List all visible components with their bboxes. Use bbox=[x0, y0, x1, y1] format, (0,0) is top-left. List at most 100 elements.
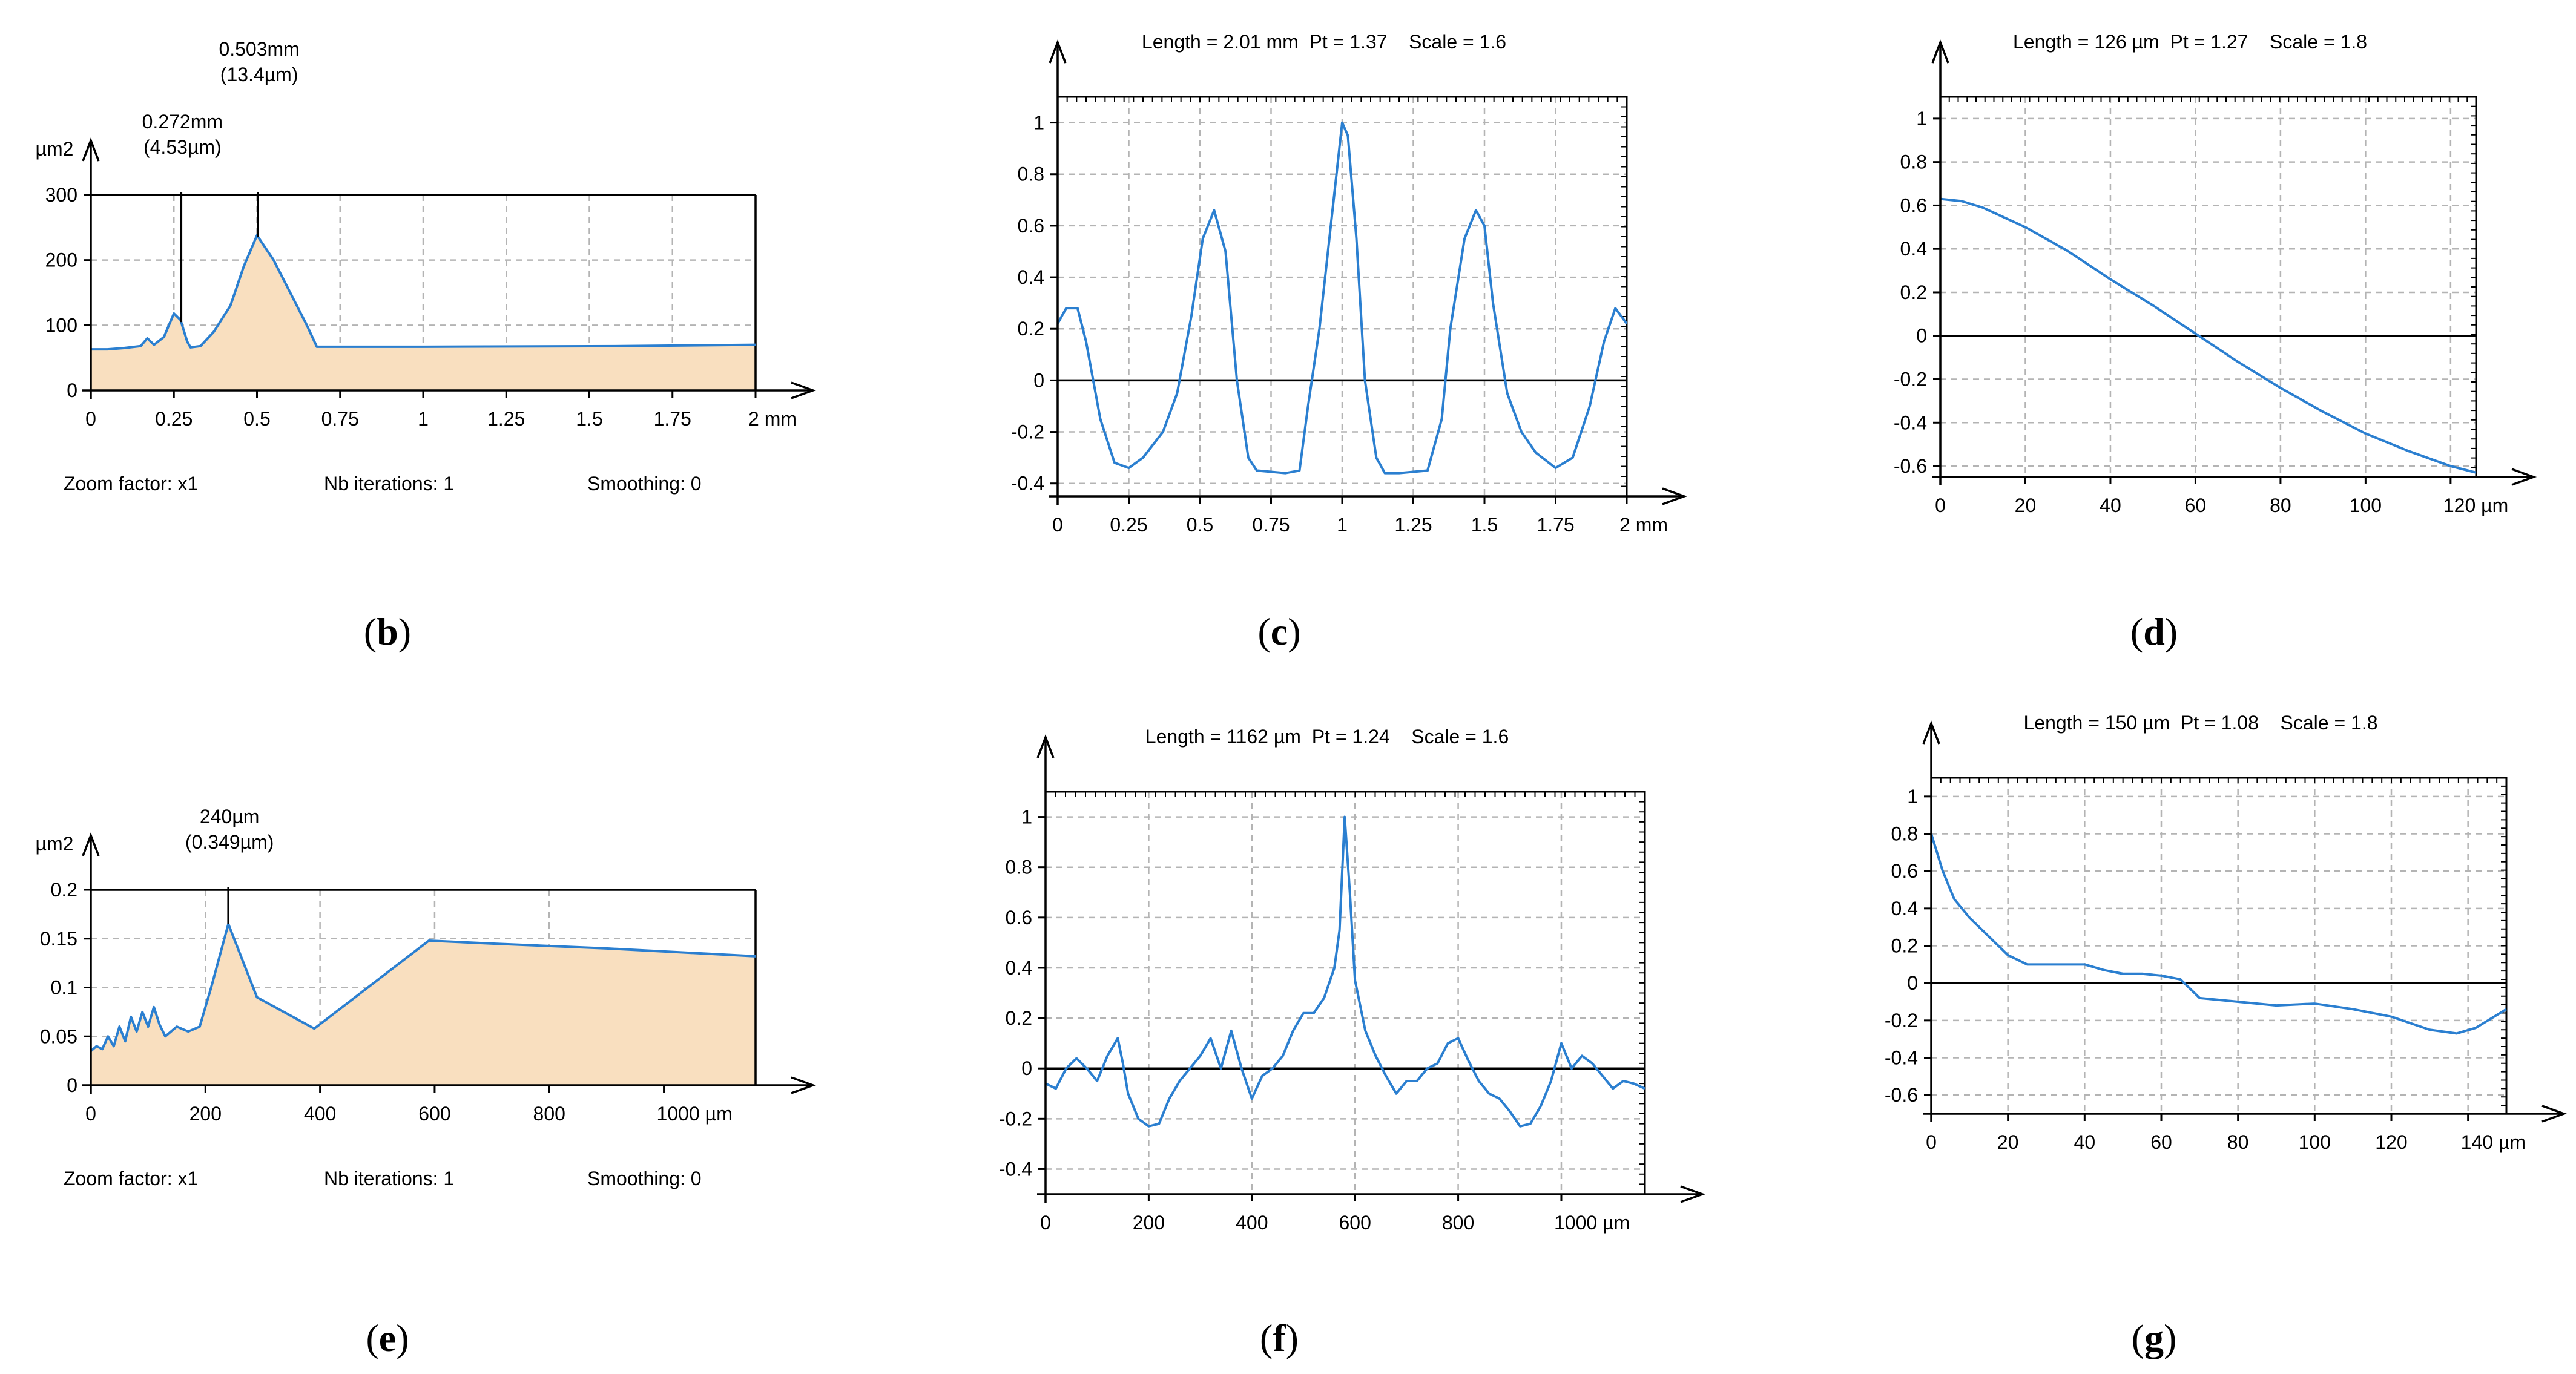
y-axis-arrow bbox=[82, 832, 100, 856]
marker-depth-label: (13.4µm) bbox=[220, 64, 298, 85]
x-tick-label: 1000 µm bbox=[657, 1103, 733, 1125]
y-tick-label: 0 bbox=[1907, 972, 1918, 994]
y-tick-label: 0.8 bbox=[1006, 856, 1032, 878]
y-axis-arrow bbox=[1049, 39, 1067, 64]
y-tick-label: 1 bbox=[1916, 108, 1927, 130]
y-tick-label: 0.8 bbox=[1018, 163, 1044, 185]
y-tick-label: 1 bbox=[1021, 806, 1032, 828]
y-tick-label: 0 bbox=[1033, 369, 1044, 391]
x-tick-label: 0 bbox=[1052, 514, 1063, 536]
footer-iterations: Nb iterations: 1 bbox=[324, 1168, 454, 1189]
x-tick-label: 0 bbox=[85, 1103, 96, 1125]
x-tick-label: 1000 µm bbox=[1554, 1212, 1630, 1234]
y-tick-label: 1 bbox=[1033, 112, 1044, 134]
panel-label: (d) bbox=[2130, 610, 2178, 653]
y-tick-label: 0.05 bbox=[40, 1025, 77, 1047]
chart-header: Length = 2.01 mm Pt = 1.37 Scale = 1.6 bbox=[1142, 31, 1506, 53]
x-tick-label: 80 bbox=[2270, 495, 2291, 516]
x-tick-label: 100 bbox=[2350, 495, 2382, 516]
x-tick-label: 100 bbox=[2299, 1131, 2331, 1153]
marker-value-label: 0.272mm bbox=[142, 111, 223, 133]
marker-value-label: 240µm bbox=[200, 806, 259, 827]
x-tick-label: 0.5 bbox=[1187, 514, 1213, 536]
x-tick-label: 0.25 bbox=[1110, 514, 1147, 536]
x-tick-label: 60 bbox=[2150, 1131, 2172, 1153]
y-tick-label: 0.6 bbox=[1891, 860, 1918, 882]
x-tick-label: 60 bbox=[2185, 495, 2207, 516]
x-tick-label: 2 mm bbox=[1619, 514, 1668, 536]
y-axis-arrow bbox=[82, 137, 100, 162]
chart-header: Length = 126 µm Pt = 1.27 Scale = 1.8 bbox=[2013, 31, 2367, 53]
y-tick-label: -0.2 bbox=[999, 1108, 1032, 1129]
footer-iterations: Nb iterations: 1 bbox=[324, 473, 454, 495]
y-tick-label: -0.2 bbox=[1894, 369, 1927, 390]
y-tick-label: 0.6 bbox=[1006, 907, 1032, 929]
x-axis-arrow bbox=[791, 381, 817, 399]
x-tick-label: 0.5 bbox=[243, 408, 270, 430]
footer-zoom: Zoom factor: x1 bbox=[64, 473, 198, 495]
chart-f: 0 200 400 600 800 1000 µm -0.4 -0.2 0 0.2 0.4 0.6 0.… bbox=[999, 726, 1706, 1359]
y-tick-label: -0.2 bbox=[1885, 1010, 1918, 1031]
chart-c: 0 0.25 0.5 0.75 1 1.25 1.5 1.75 2 mm -0.4 -0.2 0 0.2… bbox=[1011, 31, 1688, 653]
y-axis-unit: µm2 bbox=[36, 833, 74, 855]
y-tick-label: -0.4 bbox=[1894, 412, 1927, 433]
chart-header: Length = 1162 µm Pt = 1.24 Scale = 1.6 bbox=[1145, 726, 1509, 748]
panel-label: (g) bbox=[2132, 1316, 2177, 1359]
y-tick-label: -0.6 bbox=[1894, 455, 1927, 477]
y-tick-label: 0.4 bbox=[1891, 898, 1918, 919]
series-line bbox=[1930, 833, 2508, 1035]
x-tick-label: 2 mm bbox=[748, 408, 797, 430]
marker-value-label: 0.503mm bbox=[219, 38, 299, 60]
area-fill bbox=[91, 924, 756, 1085]
y-tick-label: -0.6 bbox=[1885, 1084, 1918, 1106]
x-tick-label: 1 bbox=[1337, 514, 1348, 536]
panel-label: (c) bbox=[1257, 610, 1300, 653]
x-tick-label: 200 bbox=[189, 1103, 222, 1125]
x-tick-label: 600 bbox=[1339, 1212, 1371, 1234]
x-tick-label: 200 bbox=[1133, 1212, 1165, 1234]
y-tick-label: 0.2 bbox=[1018, 318, 1044, 340]
x-tick-label: 0 bbox=[85, 408, 96, 430]
y-axis-arrow bbox=[1922, 720, 1940, 745]
x-tick-label: 1 bbox=[418, 408, 429, 430]
x-tick-label: 120 µm bbox=[2443, 495, 2508, 516]
y-tick-label: 0.4 bbox=[1900, 238, 1927, 260]
y-tick-label: 200 bbox=[45, 249, 77, 271]
x-tick-label: 20 bbox=[1997, 1131, 2019, 1153]
x-tick-label: 400 bbox=[1236, 1212, 1268, 1234]
y-tick-label: 0.8 bbox=[1900, 151, 1927, 173]
y-tick-label: 0.6 bbox=[1018, 215, 1044, 237]
plot-frame bbox=[1939, 96, 2477, 478]
x-axis-arrow bbox=[2511, 468, 2537, 486]
y-tick-label: 0.15 bbox=[40, 928, 77, 950]
panel-label: (f) bbox=[1260, 1316, 1299, 1359]
marker-depth-label: (4.53µm) bbox=[143, 136, 222, 158]
y-tick-label: 0.4 bbox=[1006, 957, 1032, 979]
x-tick-label: 120 bbox=[2375, 1131, 2407, 1153]
x-tick-label: 800 bbox=[1442, 1212, 1474, 1234]
y-axis-arrow bbox=[1036, 734, 1055, 758]
y-axis-arrow bbox=[1931, 39, 1949, 64]
footer-smoothing: Smoothing: 0 bbox=[587, 473, 702, 495]
y-tick-label: -0.4 bbox=[1885, 1047, 1918, 1069]
x-tick-label: 0 bbox=[1926, 1131, 1937, 1153]
y-tick-label: 1 bbox=[1907, 786, 1918, 807]
chart-d: 0 20 40 60 80 100 120 µm -0.6 -0.4 -0.2 0 0.2 0.4 0.6… bbox=[1894, 31, 2537, 653]
y-axis-unit: µm2 bbox=[36, 138, 74, 160]
x-tick-label: 0.75 bbox=[321, 408, 359, 430]
chart-header: Length = 150 µm Pt = 1.08 Scale = 1.8 bbox=[2023, 712, 2377, 734]
x-tick-label: 40 bbox=[2100, 495, 2121, 516]
panel-label: (b) bbox=[364, 610, 411, 653]
x-tick-label: 1.5 bbox=[576, 408, 602, 430]
x-tick-label: 1.25 bbox=[487, 408, 525, 430]
x-axis-arrow bbox=[2541, 1105, 2568, 1123]
x-axis-arrow bbox=[791, 1076, 817, 1094]
y-tick-label: 0 bbox=[67, 1074, 77, 1096]
y-tick-label: -0.4 bbox=[999, 1158, 1032, 1180]
y-tick-label: -0.2 bbox=[1011, 421, 1044, 443]
panel-label: (e) bbox=[366, 1316, 409, 1359]
y-tick-label: 0.4 bbox=[1018, 266, 1044, 288]
x-tick-label: 800 bbox=[533, 1103, 565, 1125]
x-tick-label: 0 bbox=[1040, 1212, 1051, 1234]
